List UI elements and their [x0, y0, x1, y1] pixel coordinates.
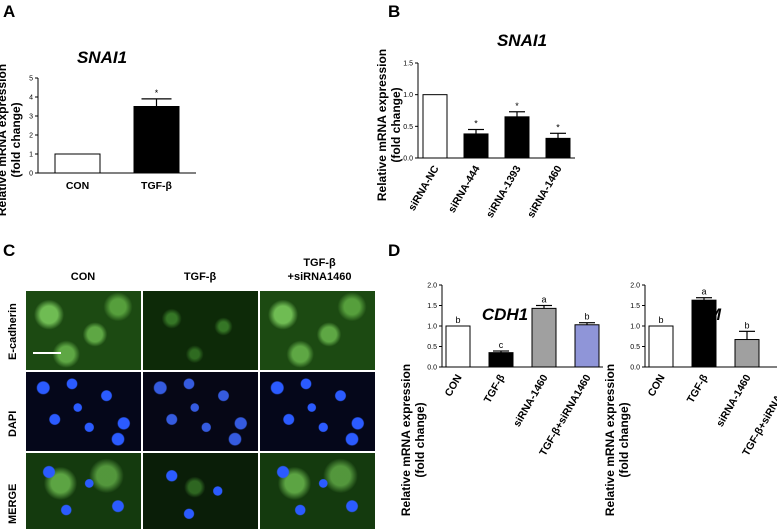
y-tick-label-a-4: 4	[29, 95, 33, 102]
bar-d2-2	[734, 339, 760, 368]
bar-b-2	[504, 116, 530, 159]
image-ecadherin-tgf-sirna	[260, 291, 375, 370]
bar-d1-3	[574, 324, 600, 368]
category-label-a-1: TGF-β	[141, 180, 172, 192]
category-label-d2-2: siRNA-1460	[714, 372, 754, 429]
image-dapi-con	[26, 372, 141, 451]
row-header-merge: MERGE	[7, 483, 19, 524]
significance-d1-1: c	[499, 340, 504, 350]
significance-d2-0: b	[658, 315, 663, 325]
image-dapi-tgf-sirna	[260, 372, 375, 451]
y-axis-label-d1-0: Relative mRNA expression	[399, 364, 413, 516]
y-axis-label-d2-0: Relative mRNA expression	[603, 364, 617, 516]
chart-title-a: SNAI1	[77, 48, 127, 67]
y-tick-label-d1-3: 1.5	[427, 303, 437, 310]
y-tick-label-d1-2: 1.0	[427, 324, 437, 331]
chart-title-b: SNAI1	[497, 31, 547, 50]
significance-b-1: *	[474, 119, 478, 129]
bar-d2-0	[648, 325, 674, 368]
y-axis-label-b-0: Relative mRNA expression	[375, 49, 389, 201]
image-merge-con	[26, 453, 141, 529]
y-tick-label-a-2: 2	[29, 133, 33, 140]
significance-a-1: *	[155, 88, 159, 98]
panel-letter-a: A	[3, 2, 16, 21]
significance-b-2: *	[515, 101, 519, 111]
image-merge-tgf	[143, 453, 258, 529]
column-header-con: CON	[70, 271, 96, 283]
y-tick-label-b-2: 1.0	[403, 92, 413, 99]
significance-d2-2: b	[744, 320, 749, 330]
y-tick-label-d2-0: 0.0	[630, 365, 640, 372]
category-label-d1-1: TGF-β	[482, 372, 508, 405]
category-label-b-1: siRNA-444	[446, 163, 483, 215]
y-axis-label-d1-1: (fold change)	[413, 402, 427, 477]
category-label-d1-0: CON	[443, 373, 465, 399]
bar-b-0	[422, 94, 448, 159]
y-axis-label-a-1: (fold change)	[9, 102, 23, 177]
image-ecadherin-tgf	[143, 291, 258, 370]
category-label-b-2: siRNA-1393	[484, 163, 524, 220]
image-ecadherin-con	[26, 291, 141, 370]
y-tick-label-d1-1: 0.5	[427, 344, 437, 351]
y-axis-label-a-0: Relative mRNA expression	[0, 64, 9, 216]
y-tick-label-b-3: 1.5	[403, 61, 413, 68]
bar-d1-1	[488, 352, 514, 368]
significance-d1-0: b	[455, 315, 460, 325]
column-header-tgf-sirna: TGF-β +siRNA1460	[262, 256, 377, 284]
y-tick-label-a-5: 5	[29, 76, 33, 83]
y-tick-label-d1-0: 0.0	[427, 365, 437, 372]
category-label-b-3: siRNA-1460	[525, 163, 565, 220]
significance-d2-1: a	[701, 287, 706, 297]
bar-a-0	[54, 153, 101, 174]
chart-title-d1: CDH1	[482, 305, 528, 324]
panel-letter-d: D	[388, 241, 401, 260]
panel-letter-b: B	[388, 2, 401, 21]
significance-d1-2: a	[541, 295, 546, 305]
panel-letter-c: C	[3, 241, 16, 260]
y-tick-label-d2-2: 1.0	[630, 324, 640, 331]
y-tick-label-b-0: 0.0	[403, 156, 413, 163]
column-header-tgf: TGF-β	[183, 271, 217, 283]
image-dapi-tgf	[143, 372, 258, 451]
bar-d2-1	[691, 299, 717, 368]
image-merge-tgf-sirna	[260, 453, 375, 529]
column-header-tgf-sirna-line: TGF-β +siRNA1460	[262, 256, 377, 284]
y-tick-label-d2-3: 1.5	[630, 303, 640, 310]
row-header-ecadherin: E-cadherin	[7, 303, 19, 360]
bar-d1-0	[445, 325, 471, 368]
significance-b-3: *	[556, 122, 560, 132]
scale-bar	[33, 352, 61, 354]
bar-b-1	[463, 133, 489, 159]
category-label-d2-1: TGF-β	[685, 372, 711, 405]
category-label-b-0: siRNA-NC	[406, 163, 442, 213]
bar-b-3	[545, 137, 571, 159]
y-tick-label-a-0: 0	[29, 171, 33, 178]
y-tick-label-d2-4: 2.0	[630, 283, 640, 290]
column-header-tgf-sirna-line-0: TGF-β	[303, 257, 336, 269]
row-header-dapi: DAPI	[7, 410, 19, 437]
bar-d1-2	[531, 307, 557, 368]
y-tick-label-d1-4: 2.0	[427, 283, 437, 290]
y-tick-label-b-1: 0.5	[403, 124, 413, 131]
y-axis-label-b-1: (fold change)	[389, 87, 403, 162]
category-label-a-0: CON	[66, 180, 89, 192]
y-tick-label-d2-1: 0.5	[630, 344, 640, 351]
y-tick-label-a-1: 1	[29, 152, 33, 159]
y-tick-label-a-3: 3	[29, 114, 33, 121]
category-label-d2-0: CON	[646, 373, 668, 399]
column-header-tgf-sirna-line-1: +siRNA1460	[287, 271, 352, 283]
bar-a-1	[133, 106, 180, 174]
y-axis-label-d2-1: (fold change)	[617, 402, 631, 477]
significance-d1-3: b	[584, 312, 589, 322]
category-label-d1-2: siRNA-1460	[511, 372, 551, 429]
